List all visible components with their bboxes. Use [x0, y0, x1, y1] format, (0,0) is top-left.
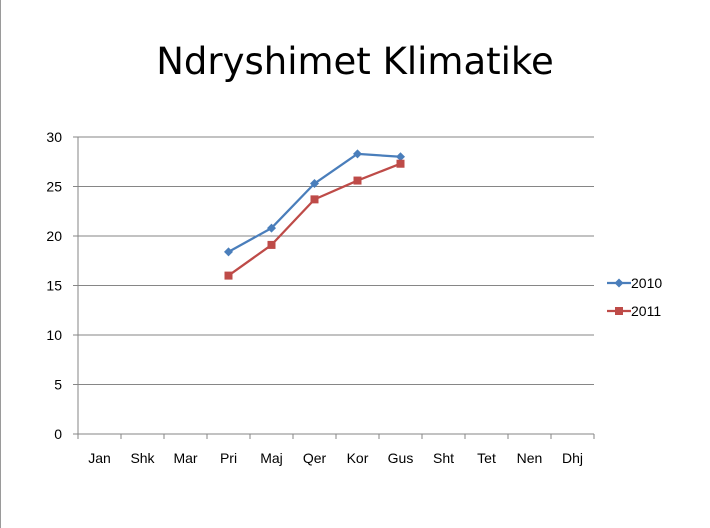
x-tick-label-jan: Jan — [88, 450, 111, 466]
y-tick-label-15: 15 — [46, 278, 62, 294]
x-tick-label-nen: Nen — [517, 450, 543, 466]
series-2011 — [224, 159, 405, 280]
data-point-2011-qer — [310, 195, 319, 204]
x-tick-labels: Jan Shk Mar Pri Maj Qer Kor Gus Sht Tet Nen Dhj — [88, 450, 583, 466]
x-tick-label-mar: Mar — [173, 450, 197, 466]
data-point-2011-pri — [224, 271, 233, 280]
axes — [73, 136, 595, 439]
y-tick-label-20: 20 — [46, 228, 62, 244]
y-tick-label-0: 0 — [54, 426, 62, 442]
chart-title: Ndryshimet Klimatike — [156, 40, 554, 83]
series-2010 — [224, 149, 405, 257]
legend-item-2011: 2011 — [607, 303, 661, 319]
data-point-2010-maj — [267, 223, 276, 233]
gridlines — [78, 136, 594, 385]
x-tick-label-gus: Gus — [388, 450, 414, 466]
x-tick-label-tet: Tet — [477, 450, 496, 466]
x-tick-label-sht: Sht — [433, 450, 454, 466]
series-group — [224, 149, 405, 280]
data-point-2011-gus — [396, 159, 405, 168]
window-left-edge — [0, 0, 1, 528]
y-tick-labels: 0 5 10 15 20 25 30 — [46, 129, 62, 442]
y-tick-label-30: 30 — [46, 129, 62, 145]
y-tick-label-25: 25 — [46, 179, 62, 195]
x-tick-label-qer: Qer — [303, 450, 327, 466]
legend-label-2010: 2010 — [631, 275, 662, 291]
data-point-2011-maj — [267, 240, 276, 249]
y-tick-label-10: 10 — [46, 327, 62, 343]
x-tick-label-kor: Kor — [347, 450, 369, 466]
legend-marker-2011 — [615, 307, 623, 315]
x-tick-label-pri: Pri — [220, 450, 237, 466]
x-tick-label-maj: Maj — [260, 450, 283, 466]
legend-label-2011: 2011 — [631, 303, 661, 319]
y-tick-label-5: 5 — [54, 377, 62, 393]
data-point-2011-kor — [353, 176, 362, 185]
legend-item-2010: 2010 — [607, 275, 662, 291]
legend: 2010 2011 — [607, 275, 662, 319]
data-point-2010-pri — [224, 247, 233, 257]
data-point-2010-kor — [353, 149, 362, 159]
legend-marker-2010 — [614, 278, 624, 288]
data-point-2010-qer — [310, 179, 319, 189]
x-tick-label-dhj: Dhj — [562, 450, 583, 466]
data-point-2010-gus — [396, 152, 405, 162]
x-tick-label-shk: Shk — [130, 450, 155, 466]
